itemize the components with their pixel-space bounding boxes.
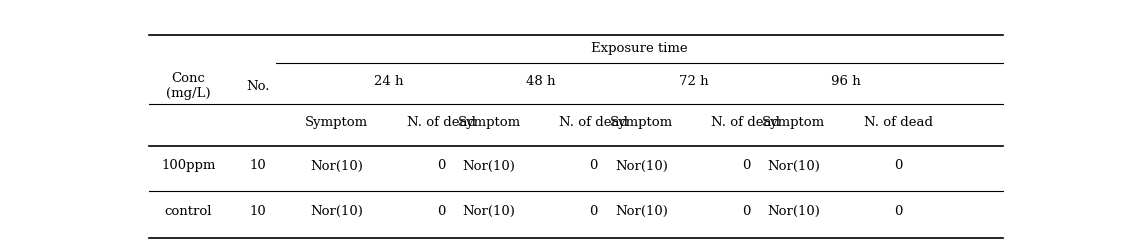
Text: N. of dead: N. of dead xyxy=(407,116,475,129)
Text: 0: 0 xyxy=(895,159,903,173)
Text: No.: No. xyxy=(246,80,270,93)
Text: 96 h: 96 h xyxy=(832,75,861,88)
Text: 0: 0 xyxy=(589,205,598,218)
Text: N. of dead: N. of dead xyxy=(711,116,780,129)
Text: 0: 0 xyxy=(742,205,750,218)
Text: 24 h: 24 h xyxy=(374,75,404,88)
Text: 100ppm: 100ppm xyxy=(161,159,216,173)
Text: N. of dead: N. of dead xyxy=(559,116,628,129)
Text: Symptom: Symptom xyxy=(305,116,368,129)
Text: 0: 0 xyxy=(437,159,445,173)
Text: 48 h: 48 h xyxy=(526,75,556,88)
Text: control: control xyxy=(164,205,212,218)
Text: 0: 0 xyxy=(742,159,750,173)
Text: Nor(10): Nor(10) xyxy=(310,159,363,173)
Text: 10: 10 xyxy=(250,205,266,218)
Text: Nor(10): Nor(10) xyxy=(462,159,516,173)
Text: Nor(10): Nor(10) xyxy=(615,159,668,173)
Text: 72 h: 72 h xyxy=(679,75,708,88)
Text: 10: 10 xyxy=(250,159,266,173)
Text: Exposure time: Exposure time xyxy=(591,42,688,55)
Text: Conc
(mg/L): Conc (mg/L) xyxy=(166,72,210,100)
Text: Symptom: Symptom xyxy=(610,116,673,129)
Text: Nor(10): Nor(10) xyxy=(768,205,821,218)
Text: 0: 0 xyxy=(437,205,445,218)
Text: 0: 0 xyxy=(589,159,598,173)
Text: Nor(10): Nor(10) xyxy=(615,205,668,218)
Text: Symptom: Symptom xyxy=(762,116,825,129)
Text: Symptom: Symptom xyxy=(457,116,520,129)
Text: 0: 0 xyxy=(895,205,903,218)
Text: N. of dead: N. of dead xyxy=(864,116,933,129)
Text: Nor(10): Nor(10) xyxy=(462,205,516,218)
Text: Nor(10): Nor(10) xyxy=(768,159,821,173)
Text: Nor(10): Nor(10) xyxy=(310,205,363,218)
